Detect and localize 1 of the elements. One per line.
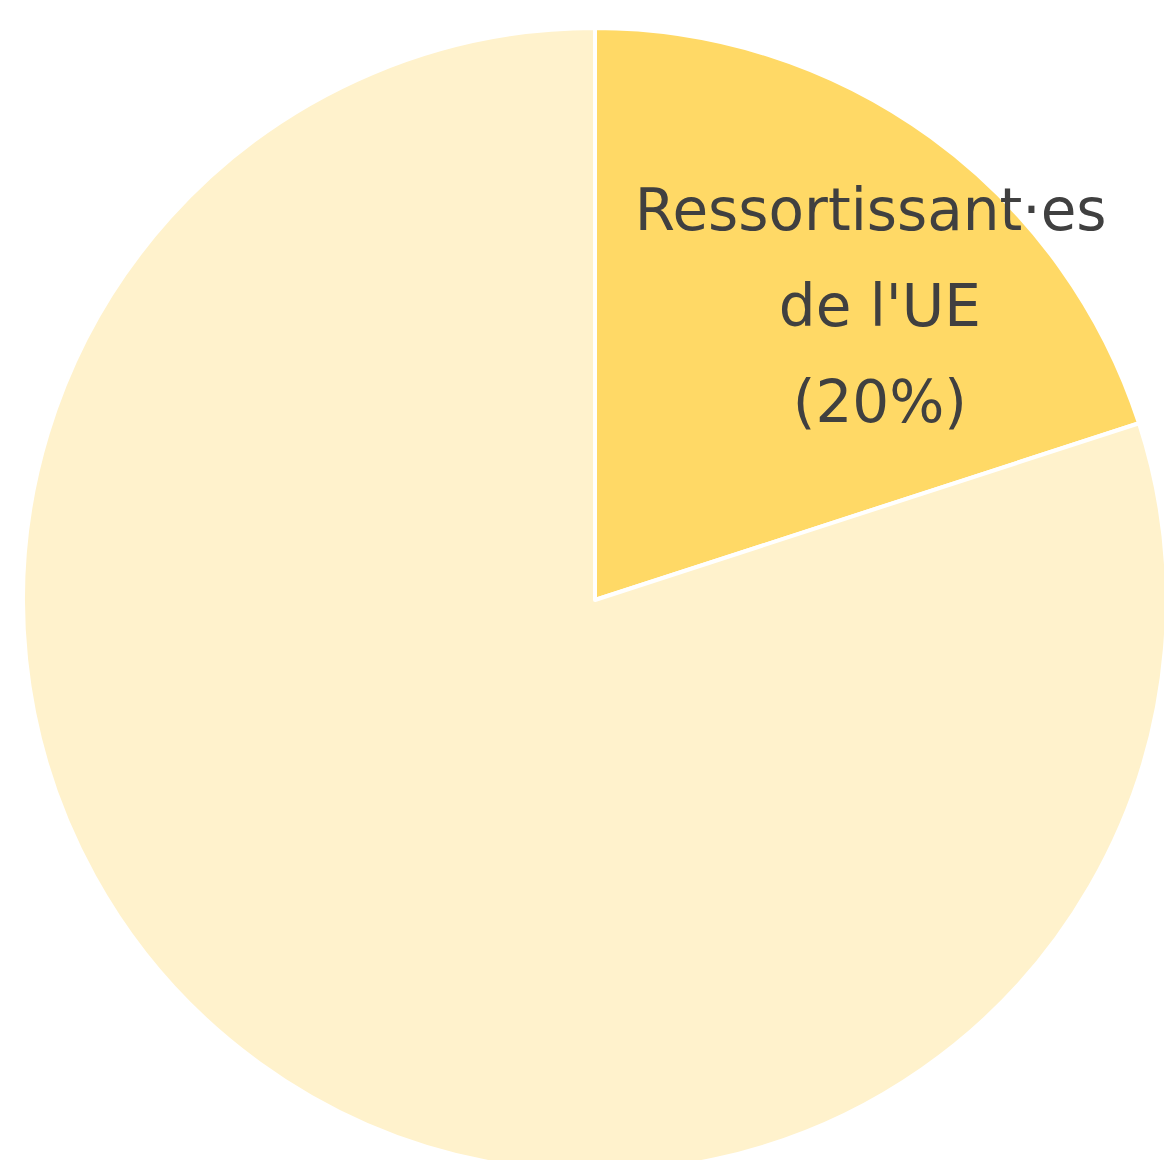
- data-label: (20%): [792, 368, 967, 437]
